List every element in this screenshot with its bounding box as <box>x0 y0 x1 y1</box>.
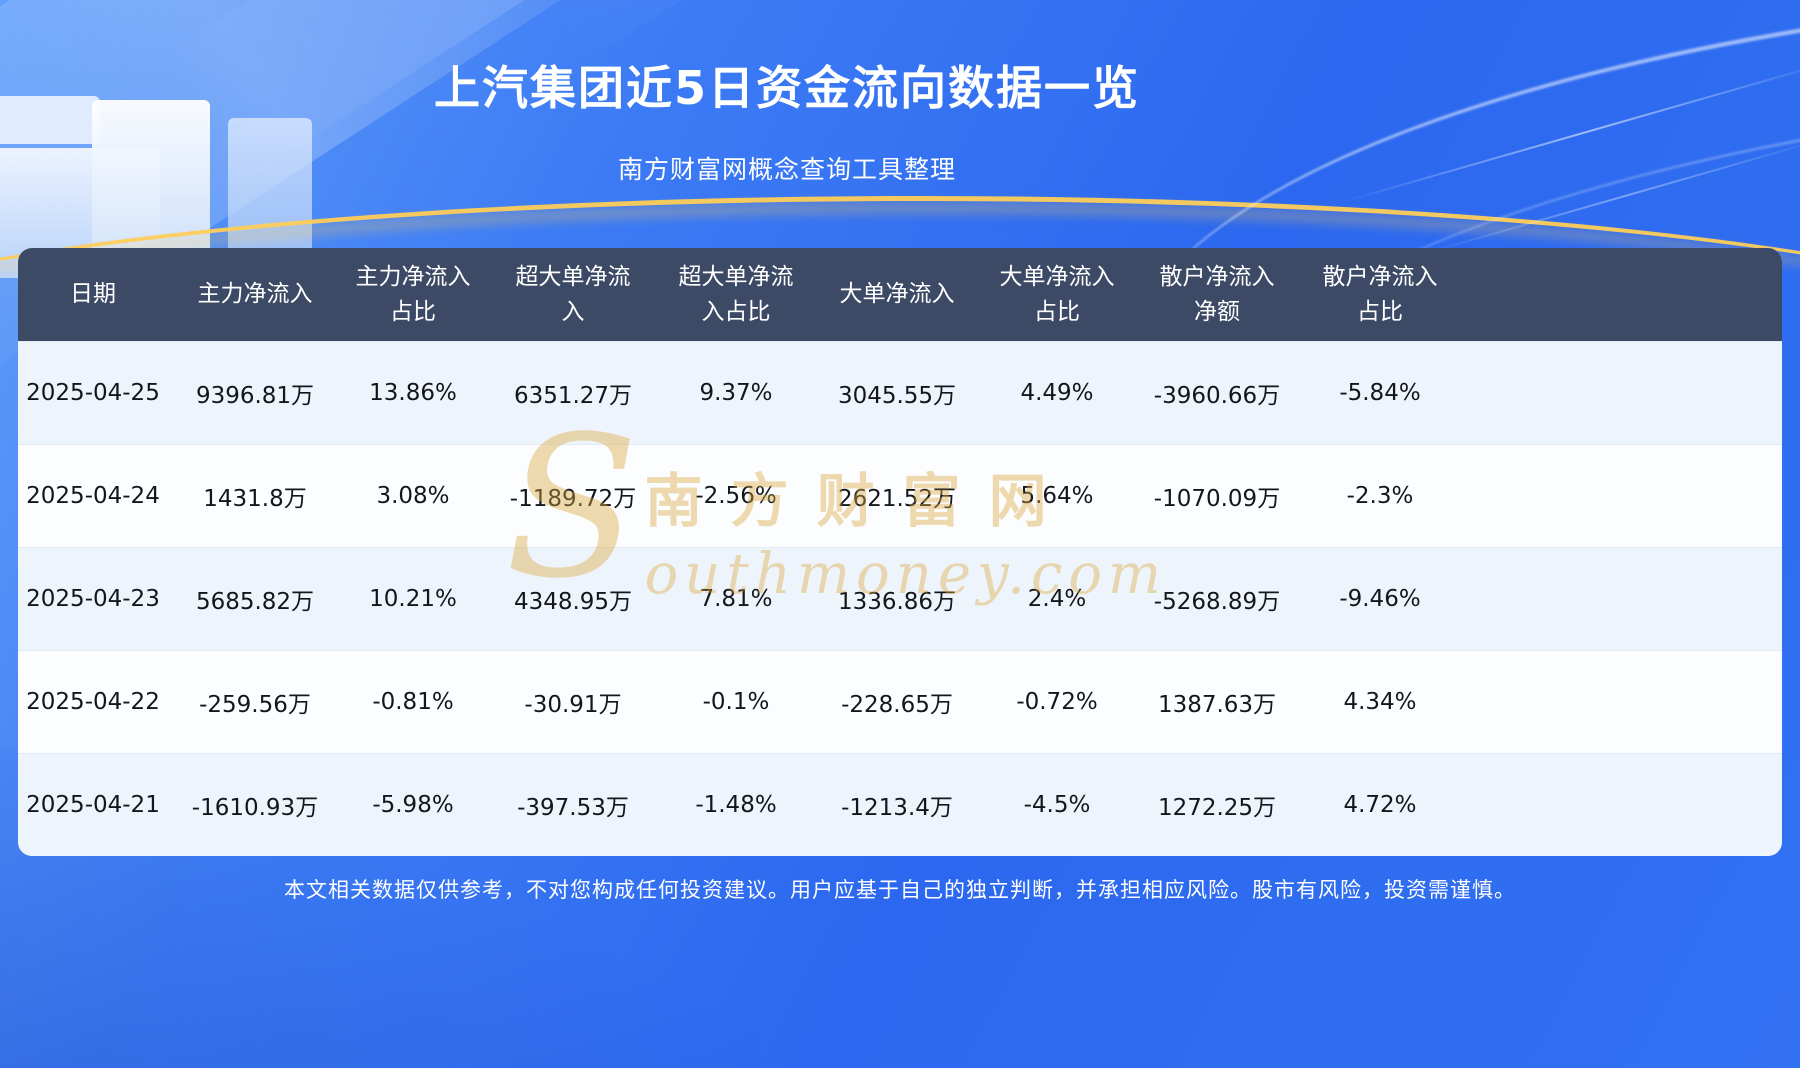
cell-date: 2025-04-24 <box>26 483 160 509</box>
cell-retail-inflow-pct: -2.3% <box>1346 483 1414 509</box>
cell-xl-order-inflow-pct: -0.1% <box>702 689 770 715</box>
col-large-order-inflow: 大单净流入 <box>839 281 955 308</box>
cell-retail-inflow-pct: -9.46% <box>1339 586 1421 612</box>
data-table: 日期 主力净流入 主力净流入 占比 超大单净流 入 超大单净流 入占比 大单净流… <box>18 248 1782 856</box>
table-row: 2025-04-25 9396.81万 13.86% 6351.27万 9.37… <box>18 341 1782 444</box>
cell-large-order-inflow: -228.65万 <box>841 692 953 718</box>
col-xl-order-inflow: 超大单净流 入 <box>515 264 631 325</box>
decorative-gold-arc <box>0 196 1800 526</box>
cell-retail-inflow: -1070.09万 <box>1153 486 1281 512</box>
col-retail-inflow-pct: 散户净流入 占比 <box>1322 264 1438 325</box>
cell-large-order-inflow-pct: 2.4% <box>1027 586 1087 612</box>
cell-retail-inflow-pct: 4.34% <box>1343 689 1417 715</box>
cell-retail-inflow-pct: 4.72% <box>1343 792 1417 818</box>
cell-large-order-inflow: 1336.86万 <box>837 589 957 615</box>
cell-large-order-inflow-pct: 5.64% <box>1020 483 1094 509</box>
cell-main-inflow: 9396.81万 <box>195 383 315 409</box>
cell-main-inflow-pct: -0.81% <box>372 689 454 715</box>
table-body: 2025-04-25 9396.81万 13.86% 6351.27万 9.37… <box>18 341 1782 856</box>
cell-xl-order-inflow-pct: -1.48% <box>695 792 777 818</box>
cell-main-inflow-pct: 3.08% <box>376 483 450 509</box>
cell-xl-order-inflow-pct: -2.56% <box>695 483 777 509</box>
page-subtitle: 南方财富网概念查询工具整理 <box>617 155 957 184</box>
cell-main-inflow-pct: 13.86% <box>369 380 457 406</box>
cell-xl-order-inflow: -397.53万 <box>517 795 629 821</box>
cell-main-inflow: 5685.82万 <box>195 589 315 615</box>
cell-xl-order-inflow: 6351.27万 <box>513 383 633 409</box>
cell-large-order-inflow: 2621.52万 <box>837 486 957 512</box>
table-header: 日期 主力净流入 主力净流入 占比 超大单净流 入 超大单净流 入占比 大单净流… <box>18 248 1782 341</box>
cell-main-inflow-pct: 10.21% <box>369 586 457 612</box>
table-row: 2025-04-24 1431.8万 3.08% -1189.72万 -2.56… <box>18 444 1782 547</box>
col-retail-inflow: 散户净流入 净额 <box>1159 264 1275 325</box>
cell-retail-inflow: 1272.25万 <box>1157 795 1277 821</box>
table-row: 2025-04-23 5685.82万 10.21% 4348.95万 7.81… <box>18 547 1782 650</box>
cell-xl-order-inflow: -30.91万 <box>524 692 622 718</box>
cell-xl-order-inflow: -1189.72万 <box>509 486 637 512</box>
cell-date: 2025-04-22 <box>26 689 160 715</box>
cell-xl-order-inflow-pct: 9.37% <box>699 380 773 406</box>
cell-main-inflow-pct: -5.98% <box>372 792 454 818</box>
cell-xl-order-inflow: 4348.95万 <box>513 589 633 615</box>
cell-date: 2025-04-21 <box>26 792 160 818</box>
cell-xl-order-inflow-pct: 7.81% <box>699 586 773 612</box>
cell-main-inflow: 1431.8万 <box>203 486 307 512</box>
cell-retail-inflow: 1387.63万 <box>1157 692 1277 718</box>
cell-main-inflow: -259.56万 <box>199 692 311 718</box>
col-large-order-inflow-pct: 大单净流入 占比 <box>999 264 1115 325</box>
cell-date: 2025-04-23 <box>26 586 160 612</box>
cell-large-order-inflow: -1213.4万 <box>841 795 953 821</box>
cell-retail-inflow-pct: -5.84% <box>1339 380 1421 406</box>
col-main-inflow-pct: 主力净流入 占比 <box>355 264 471 325</box>
decorative-building-block <box>0 96 100 144</box>
col-date: 日期 <box>70 281 116 308</box>
table-row: 2025-04-22 -259.56万 -0.81% -30.91万 -0.1%… <box>18 650 1782 753</box>
page-title: 上汽集团近5日资金流向数据一览 <box>433 61 1141 115</box>
col-main-inflow: 主力净流入 <box>197 281 313 308</box>
cell-large-order-inflow-pct: -4.5% <box>1023 792 1091 818</box>
cell-retail-inflow: -3960.66万 <box>1153 383 1281 409</box>
cell-large-order-inflow-pct: 4.49% <box>1020 380 1094 406</box>
disclaimer: 本文相关数据仅供参考，不对您构成任何投资建议。用户应基于自己的独立判断，并承担相… <box>284 878 1516 902</box>
col-xl-order-inflow-pct: 超大单净流 入占比 <box>678 264 794 325</box>
table-row: 2025-04-21 -1610.93万 -5.98% -397.53万 -1.… <box>18 753 1782 856</box>
cell-large-order-inflow: 3045.55万 <box>837 383 957 409</box>
cell-date: 2025-04-25 <box>26 380 160 406</box>
cell-large-order-inflow-pct: -0.72% <box>1016 689 1098 715</box>
cell-retail-inflow: -5268.89万 <box>1153 589 1281 615</box>
cell-main-inflow: -1610.93万 <box>191 795 319 821</box>
